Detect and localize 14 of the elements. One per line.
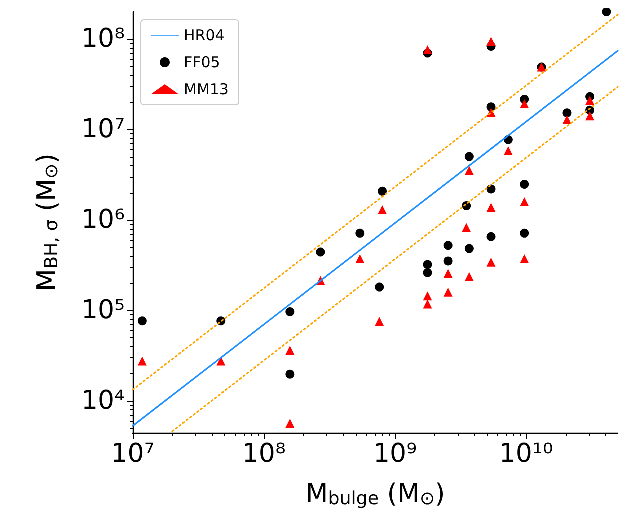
y-axis-title: MBH, σ (M⊙) — [32, 154, 62, 292]
y-tick-label: 10⁴ — [81, 386, 125, 416]
x-tick-label: 10⁸ — [242, 439, 286, 469]
x-tick-label: 10¹⁰ — [499, 439, 554, 469]
legend-label: HR04 — [184, 26, 225, 44]
x-tick-label: 10⁷ — [111, 439, 155, 469]
legend-label: MM13 — [184, 80, 229, 98]
y-tick-label: 10⁶ — [81, 204, 125, 235]
x-tick-label: 10⁹ — [373, 439, 417, 469]
legend-label: FF05 — [184, 54, 220, 72]
x-axis-title: Mbulge (M⊙) — [306, 480, 446, 510]
y-tick-label: 10⁸ — [81, 24, 125, 54]
y-tick-label: 10⁷ — [81, 114, 125, 145]
y-tick-label: 10⁵ — [81, 295, 125, 326]
